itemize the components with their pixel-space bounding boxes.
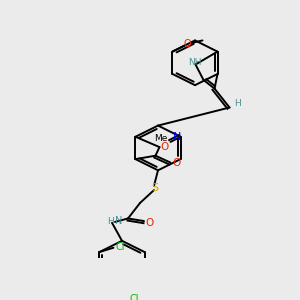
Text: NH: NH xyxy=(188,58,201,67)
Text: Cl: Cl xyxy=(116,242,125,252)
Text: Me: Me xyxy=(154,134,167,143)
Text: H: H xyxy=(234,99,241,108)
Text: O: O xyxy=(160,142,169,152)
Text: N: N xyxy=(115,216,123,226)
Text: H: H xyxy=(106,217,113,226)
Text: O: O xyxy=(184,39,191,49)
Text: S: S xyxy=(152,183,159,194)
Text: O: O xyxy=(172,158,181,168)
Text: N: N xyxy=(173,132,182,142)
Text: O: O xyxy=(146,218,154,228)
Text: Cl: Cl xyxy=(129,294,139,300)
